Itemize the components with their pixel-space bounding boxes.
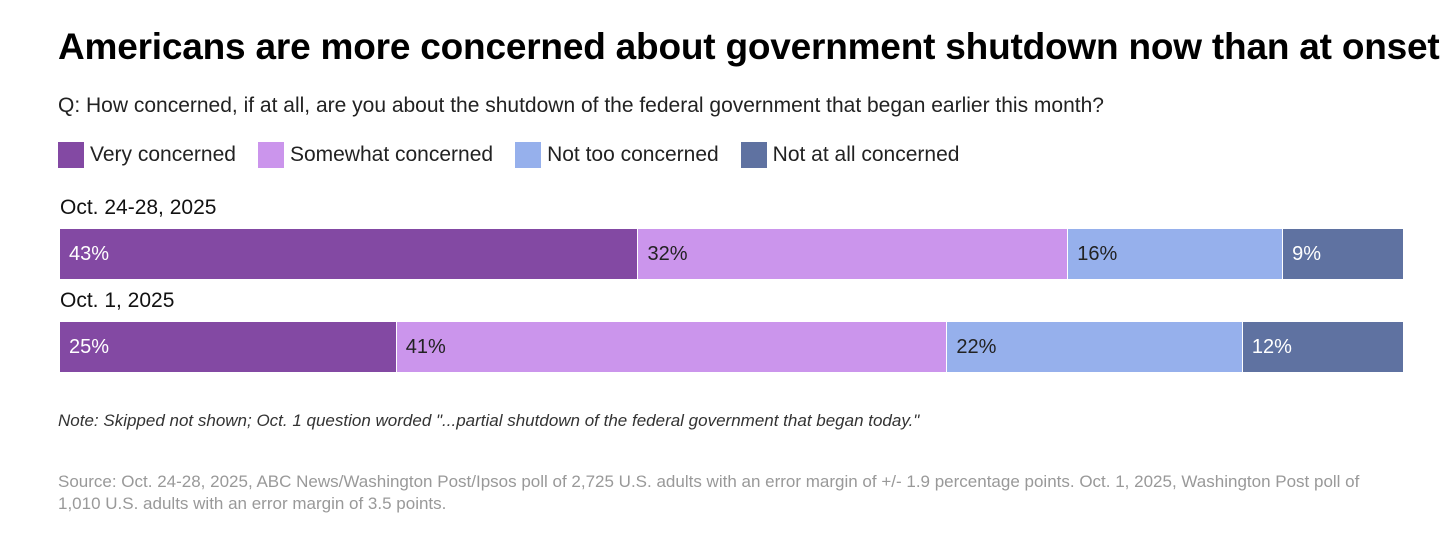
legend-item-somewhat-concerned: Somewhat concerned — [257, 142, 494, 168]
data-label: 32% — [647, 242, 688, 265]
data-label: 22% — [956, 335, 997, 358]
legend-item-not-at-all-concerned: Not at all concerned — [740, 142, 960, 168]
bar-oct-24-28: 43% 32% 16% 9% — [60, 229, 1403, 279]
bar-segment-somewhat-concerned-oct-24-28: 32% — [637, 229, 1068, 279]
bar-segment-not-at-all-concerned-oct-1: 12% — [1241, 322, 1403, 372]
bar-segment-very-concerned-oct-1: 25% — [60, 322, 396, 372]
legend-swatch-very-concerned — [58, 142, 84, 168]
legend-label-not-at-all-concerned: Not at all concerned — [772, 143, 960, 166]
legend-label-somewhat-concerned: Somewhat concerned — [289, 143, 494, 166]
legend-item-not-too-concerned: Not too concerned — [515, 142, 719, 168]
row-label-oct-24-28: Oct. 24-28, 2025 — [60, 196, 217, 219]
chart-subtitle: Q: How concerned, if at all, are you abo… — [58, 94, 1104, 117]
legend-swatch-somewhat-concerned — [257, 142, 284, 168]
bar-segment-not-at-all-concerned-oct-24-28: 9% — [1282, 229, 1403, 279]
bar-oct-1: 25% 41% 22% 12% — [60, 322, 1403, 372]
data-label: 16% — [1077, 242, 1118, 265]
bar-segment-very-concerned-oct-24-28: 43% — [60, 229, 638, 279]
legend-item-very-concerned: Very concerned — [58, 142, 236, 168]
data-label: 43% — [69, 242, 110, 265]
legend: Very concerned Somewhat concerned Not to… — [58, 142, 981, 168]
bar-segment-somewhat-concerned-oct-1: 41% — [395, 322, 947, 372]
bar-segment-not-too-concerned-oct-24-28: 16% — [1067, 229, 1283, 279]
row-label-oct-1: Oct. 1, 2025 — [60, 289, 175, 312]
data-label: 12% — [1251, 335, 1292, 358]
chart-note: Note: Skipped not shown; Oct. 1 question… — [58, 411, 920, 430]
legend-swatch-not-too-concerned — [515, 142, 542, 168]
chart-title: Americans are more concerned about gover… — [58, 26, 1440, 67]
legend-label-very-concerned: Very concerned — [90, 143, 236, 166]
legend-swatch-not-at-all-concerned — [740, 142, 767, 168]
chart-source: Source: Oct. 24-28, 2025, ABC News/Washi… — [58, 472, 1360, 513]
data-label: 25% — [69, 335, 110, 358]
data-label: 9% — [1292, 242, 1322, 265]
data-label: 41% — [405, 335, 446, 358]
bar-segment-not-too-concerned-oct-1: 22% — [946, 322, 1242, 372]
legend-label-not-too-concerned: Not too concerned — [547, 143, 719, 166]
